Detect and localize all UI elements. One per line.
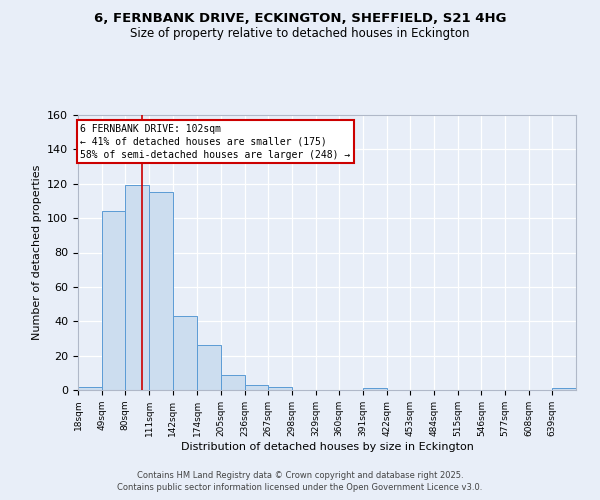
Bar	[553, 388, 576, 390]
Bar	[149, 192, 173, 390]
Text: 6 FERNBANK DRIVE: 102sqm
← 41% of detached houses are smaller (175)
58% of semi-: 6 FERNBANK DRIVE: 102sqm ← 41% of detach…	[80, 124, 350, 160]
Text: Size of property relative to detached houses in Eckington: Size of property relative to detached ho…	[130, 28, 470, 40]
Y-axis label: Number of detached properties: Number of detached properties	[32, 165, 41, 340]
Bar	[173, 316, 197, 390]
Text: Contains HM Land Registry data © Crown copyright and database right 2025.
Contai: Contains HM Land Registry data © Crown c…	[118, 471, 482, 492]
Bar	[197, 346, 221, 390]
Bar	[245, 385, 268, 390]
Bar	[125, 186, 149, 390]
Bar	[268, 386, 292, 390]
Bar	[363, 388, 386, 390]
Bar	[78, 386, 101, 390]
Bar	[221, 374, 245, 390]
Text: 6, FERNBANK DRIVE, ECKINGTON, SHEFFIELD, S21 4HG: 6, FERNBANK DRIVE, ECKINGTON, SHEFFIELD,…	[94, 12, 506, 26]
Bar	[101, 211, 125, 390]
X-axis label: Distribution of detached houses by size in Eckington: Distribution of detached houses by size …	[181, 442, 473, 452]
